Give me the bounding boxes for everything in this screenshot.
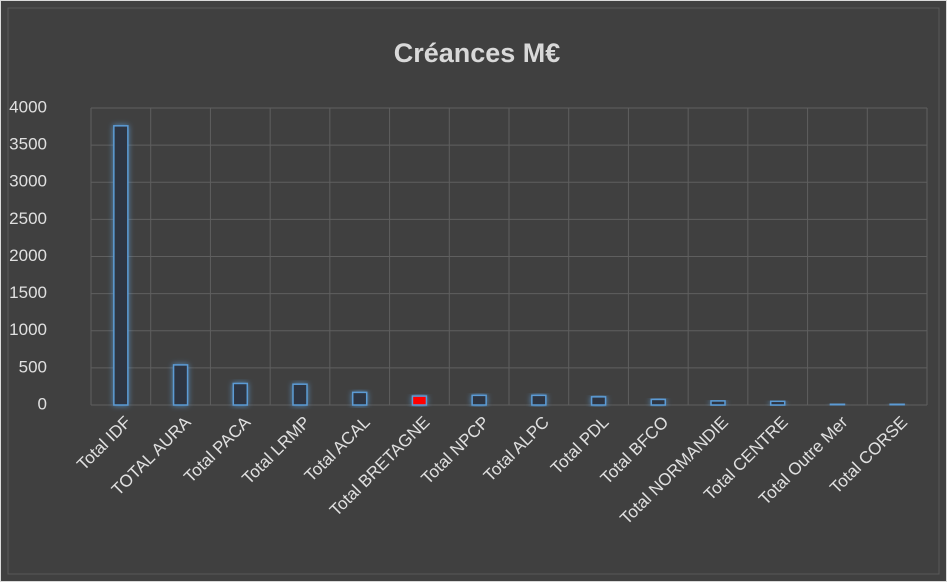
bar	[471, 394, 487, 406]
chart-area	[7, 7, 940, 575]
bar	[292, 383, 308, 406]
bar	[710, 400, 726, 406]
y-tick-label: 1500	[9, 283, 47, 302]
y-tick-label: 3500	[9, 135, 47, 154]
y-tick-label: 2500	[9, 209, 47, 228]
chart-title: Créances M€	[394, 38, 561, 68]
bar	[172, 364, 189, 406]
y-tick-label: 4000	[9, 97, 47, 116]
bar	[650, 398, 667, 406]
bar	[411, 395, 428, 406]
bar	[113, 125, 129, 406]
bar	[829, 403, 846, 406]
y-tick-label: 500	[19, 357, 47, 376]
bar	[590, 396, 607, 406]
y-tick-label: 1000	[9, 320, 47, 339]
bar	[351, 391, 368, 406]
y-tick-label: 3000	[9, 172, 47, 191]
y-tick-label: 0	[38, 394, 47, 413]
bar	[531, 394, 547, 406]
bar	[889, 403, 905, 406]
bar	[769, 400, 786, 406]
bar	[232, 382, 249, 406]
y-tick-label: 2000	[9, 246, 47, 265]
